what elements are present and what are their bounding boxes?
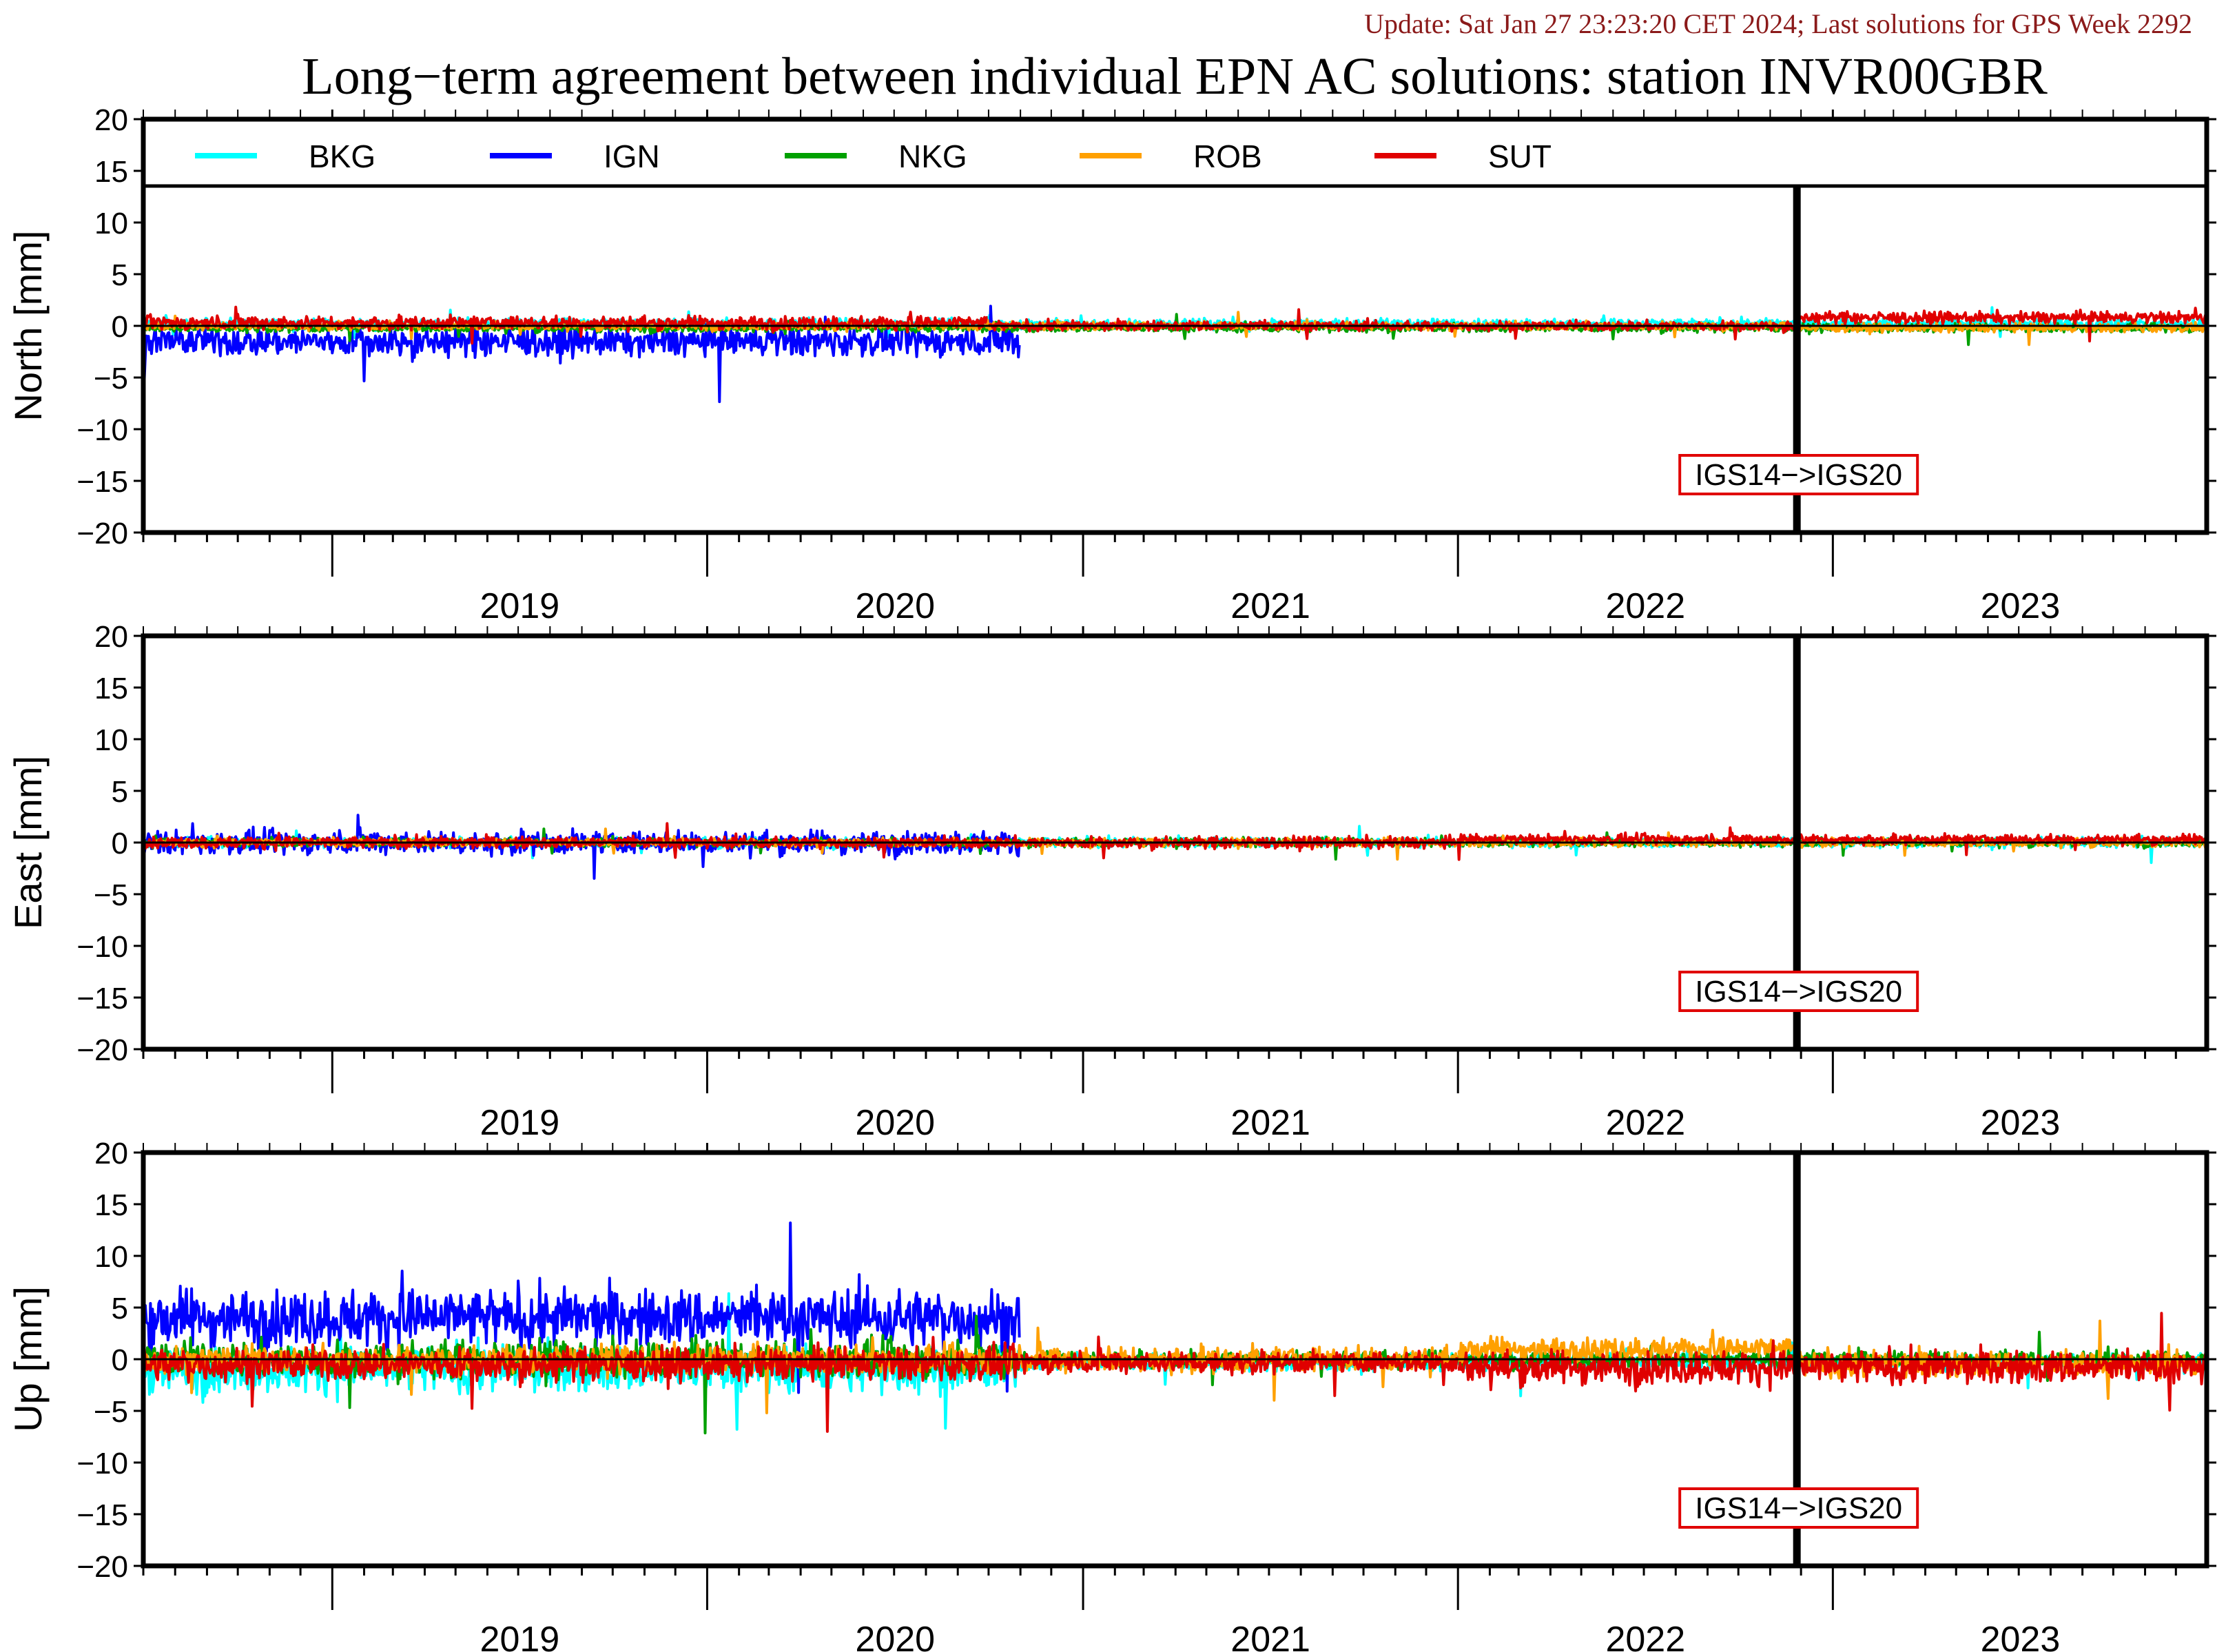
y-tick-label: −15: [76, 982, 128, 1015]
panel-frame: [141, 116, 2209, 535]
legend-label: IGN: [604, 138, 660, 174]
y-tick-label: 15: [94, 155, 128, 189]
y-tick-label: 0: [112, 310, 128, 344]
reference-change-label: IGS14−>IGS20: [1695, 458, 1902, 492]
panel-2: 20 15 10 5 0 −5 −10 −15 −20 Up [mm] 2019 2020 2021 20…: [6, 1137, 2216, 1652]
reference-change-box: [1678, 971, 1919, 1012]
x-tick-label: 2022: [1605, 586, 1685, 626]
x-tick-label: 2023: [1981, 1103, 2061, 1143]
y-tick-label: −20: [76, 1550, 128, 1584]
y-tick-label: 15: [94, 672, 128, 705]
y-tick-label: −5: [94, 1395, 128, 1429]
x-tick-label: 2020: [855, 1620, 935, 1652]
series-line-rob: [143, 1326, 1459, 1414]
panel-1: 20 15 10 5 0 −5 −10 −15 −20 East [mm] 2019 2020 2021…: [6, 620, 2216, 1143]
x-tick-label: 2022: [1605, 1620, 1685, 1652]
legend-label: BKG: [309, 138, 375, 174]
y-tick-label: 0: [112, 1343, 128, 1377]
x-tick-label: 2020: [855, 1103, 935, 1143]
panel-0: 20 15 10 5 0 −5 −10 −15 −20 North [mm] 2019 2020 202…: [6, 103, 2216, 626]
y-tick-label: 20: [94, 103, 128, 137]
x-tick-label: 2019: [480, 1620, 560, 1652]
y-tick-label: −5: [94, 362, 128, 395]
series-line-sut: [987, 308, 1797, 341]
x-tick-label: 2019: [480, 586, 560, 626]
series-line-rob: [1795, 320, 2207, 347]
y-tick-label: −10: [76, 930, 128, 964]
legend: BKG IGN NKG ROB SUT: [143, 119, 2207, 188]
series-line-rob: [1457, 1328, 1799, 1367]
reference-change-box: [1678, 454, 1919, 495]
x-tick-label: 2021: [1230, 1620, 1310, 1652]
y-tick-label: 10: [94, 207, 128, 240]
x-tick-label: 2019: [480, 1103, 560, 1143]
y-tick-label: −15: [76, 1498, 128, 1532]
legend-label: ROB: [1193, 138, 1262, 174]
x-tick-label: 2022: [1605, 1103, 1685, 1143]
series-line-sut: [1457, 1312, 2207, 1412]
y-tick-label: 15: [94, 1188, 128, 1222]
y-tick-label: −15: [76, 465, 128, 499]
y-tick-label: 10: [94, 1240, 128, 1274]
y-tick-label: 5: [112, 775, 128, 809]
legend-label: SUT: [1488, 138, 1552, 174]
y-tick-label: 20: [94, 1137, 128, 1170]
y-tick-label: −5: [94, 878, 128, 912]
y-tick-label: 0: [112, 827, 128, 860]
update-line: Update: Sat Jan 27 23:23:20 CET 2024; La…: [1364, 8, 2192, 39]
y-tick-label: 5: [112, 1292, 128, 1325]
y-tick-label: −20: [76, 517, 128, 550]
y-axis-label: East [mm]: [6, 756, 50, 929]
x-tick-label: 2023: [1981, 586, 2061, 626]
y-tick-label: −20: [76, 1033, 128, 1067]
y-tick-label: 10: [94, 723, 128, 757]
y-axis-label: North [mm]: [6, 231, 50, 422]
series-line-sut: [1795, 307, 2207, 343]
chart-title: Long−term agreement between individual E…: [302, 48, 2048, 105]
legend-background: [143, 119, 2207, 186]
legend-label: NKG: [898, 138, 967, 174]
y-tick-label: 5: [112, 258, 128, 292]
x-tick-label: 2021: [1230, 586, 1310, 626]
y-tick-label: 20: [94, 620, 128, 654]
x-tick-label: 2021: [1230, 1103, 1310, 1143]
reference-change-box: [1678, 1487, 1919, 1529]
series-line-ign: [143, 1221, 1021, 1394]
x-tick-label: 2020: [855, 586, 935, 626]
panel-frame: [141, 633, 2209, 1052]
y-tick-label: −10: [76, 413, 128, 447]
panel-frame: [141, 1150, 2209, 1569]
y-axis-label: Up [mm]: [6, 1286, 50, 1432]
reference-change-label: IGS14−>IGS20: [1695, 1491, 1902, 1525]
y-tick-label: −10: [76, 1447, 128, 1480]
reference-change-label: IGS14−>IGS20: [1695, 975, 1902, 1009]
x-tick-label: 2023: [1981, 1620, 2061, 1652]
series-line-ign: [143, 304, 1021, 404]
